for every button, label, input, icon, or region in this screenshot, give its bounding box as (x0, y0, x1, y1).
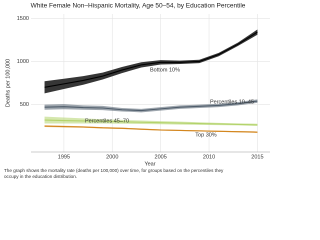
x-tick-label: 2015 (251, 154, 263, 160)
x-tick-label: 2000 (106, 154, 118, 160)
line (44, 125, 258, 133)
line (44, 31, 258, 88)
line (44, 119, 258, 126)
series-label: Bottom 10% (150, 67, 180, 73)
x-tick-label: 1995 (58, 154, 70, 160)
x-tick-label: 2010 (203, 154, 215, 160)
series-label: Percentiles 10–45 (210, 99, 254, 105)
y-tick-label: 500 (20, 102, 29, 108)
y-tick-label: 1500 (17, 16, 29, 22)
y-tick-label: 1000 (17, 59, 29, 65)
line (44, 100, 258, 112)
x-tick-label: 2005 (155, 154, 167, 160)
y-axis-label: Deaths per 100,000 (5, 59, 11, 107)
series-label: Top 30% (195, 132, 217, 138)
chart-title: White Female Non–Hispanic Mortality, Age… (31, 3, 246, 10)
band (44, 99, 258, 113)
page: {"chart_data": {"type": "band-line", "ti… (4, 2, 270, 179)
footnote: The graph shows the mortality rate (deat… (4, 168, 224, 179)
x-axis-label: Year (144, 161, 155, 167)
chart: White Female Non–Hispanic Mortality, Age… (5, 3, 270, 167)
series-label: Percentiles 45–70 (85, 118, 129, 124)
